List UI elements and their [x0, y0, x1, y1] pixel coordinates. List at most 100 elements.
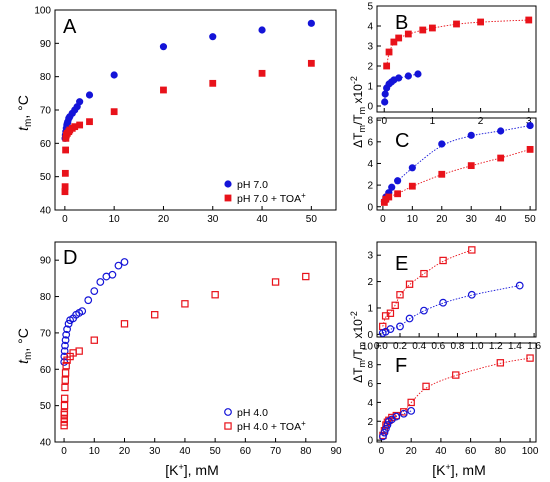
x-tick-label: 0: [61, 446, 67, 457]
data-point: [85, 91, 94, 99]
data-point: [159, 43, 168, 51]
data-point: [496, 359, 505, 367]
x-tick-label: 0: [379, 446, 385, 457]
y-tick-label: 8: [367, 116, 373, 127]
x-tick-label: 20: [436, 214, 448, 225]
y-tick-label: 2: [367, 62, 373, 73]
x-tick-label: 20: [406, 446, 418, 457]
fit-curve: [382, 249, 472, 327]
data-point: [84, 296, 93, 305]
y-tick-label: 70: [40, 328, 52, 339]
data-point: [61, 183, 69, 191]
x-tick-label: 30: [149, 446, 161, 457]
data-point: [63, 325, 71, 334]
legend: pH 7.0pH 7.0 + TOA+: [224, 179, 306, 205]
legend-marker: [224, 408, 232, 416]
x-tick-label: 50: [525, 214, 537, 225]
data-point: [382, 424, 390, 433]
legend: pH 4.0pH 4.0 + TOA+: [224, 407, 306, 433]
data-point: [395, 74, 403, 82]
svg-text:ΔTm/Tm x10-2: ΔTm/Tm x10-2: [349, 76, 367, 148]
x-tick-label: 2: [478, 116, 484, 127]
data-point: [438, 170, 446, 178]
x-tick-label: 10: [407, 214, 419, 225]
x-tick-label: 20: [119, 446, 131, 457]
data-point: [394, 177, 402, 185]
x-tick-label: 10: [109, 214, 121, 225]
fit-curve: [383, 148, 531, 203]
x-tick-label: 60: [465, 446, 477, 457]
x-tick-label: 0: [380, 214, 386, 225]
data-point: [419, 26, 427, 34]
y-tick-label: 3: [367, 251, 373, 262]
panel-f: 0 20 40 60 80 100 0 2 4 6 8 10 F: [362, 341, 539, 457]
y-tick-label: 100: [34, 6, 51, 17]
y-tick-label: 60: [40, 365, 52, 376]
x-tick-label: 0.0: [374, 341, 388, 352]
plot-frame: [54, 9, 337, 211]
y-tick-label: 4: [367, 159, 373, 170]
data-point: [515, 281, 524, 290]
data-point: [114, 261, 123, 270]
x-tick-label: 100: [522, 446, 539, 457]
data-point: [108, 270, 117, 279]
data-point: [453, 20, 460, 28]
plot-frame: [376, 117, 537, 211]
data-point: [78, 307, 87, 315]
data-point: [452, 371, 460, 379]
y-tick-label: 80: [40, 72, 52, 83]
panel-letter: C: [395, 130, 409, 152]
panel-a: 0 10 20 30 40 50 40 50 60 70 80 90 100 ApH 7.0pH 7.0 …: [34, 6, 337, 225]
x-tick-label: 1.2: [489, 341, 503, 352]
data-point: [396, 322, 404, 331]
panel-letter: B: [395, 12, 408, 34]
y-tick-label: 4: [367, 398, 373, 409]
y-tick-label: 5: [367, 2, 373, 13]
data-point: [420, 269, 428, 278]
data-point: [385, 193, 393, 201]
data-point: [307, 19, 315, 27]
data-point: [525, 16, 533, 24]
data-point: [477, 18, 484, 26]
y-tick-label: 4: [367, 22, 373, 33]
y-tick-label: 10: [362, 341, 374, 352]
data-point: [96, 278, 105, 286]
data-point: [439, 256, 447, 265]
y-tick-label: 2: [367, 277, 373, 288]
x-tick-label: 10: [89, 446, 101, 457]
data-point: [90, 287, 99, 295]
fit-curve: [383, 125, 531, 202]
data-point: [60, 347, 69, 355]
data-point: [526, 145, 534, 153]
legend-label: pH 4.0: [237, 407, 268, 419]
plot-frame: [376, 342, 537, 443]
data-point: [497, 154, 505, 162]
panel-e: 0.0 0.2 0.4 0.6 0.8 1.0 1.2 1.4 1.6 0 1 2 3 E: [367, 241, 541, 352]
data-point: [61, 369, 70, 377]
ylabel-left-top: tm, °C: [15, 95, 34, 131]
data-point: [388, 183, 396, 191]
x-tick-label: 80: [495, 446, 507, 457]
x-tick-label: 30: [207, 214, 219, 225]
data-point: [151, 311, 159, 319]
legend-marker: [224, 194, 232, 202]
x-tick-label: 1.4: [508, 341, 522, 352]
data-point: [385, 48, 393, 56]
data-point: [391, 301, 399, 310]
y-tick-label: 40: [40, 438, 52, 449]
data-point: [407, 406, 416, 415]
data-point: [394, 190, 402, 198]
y-tick-label: 0: [367, 102, 373, 113]
y-tick-label: 90: [40, 39, 52, 50]
data-point: [383, 62, 391, 70]
data-point: [420, 306, 428, 315]
x-tick-label: 50: [210, 446, 222, 457]
data-point: [302, 272, 310, 281]
svg-text:tm, °C: tm, °C: [15, 95, 34, 131]
y-tick-label: 0: [367, 330, 373, 341]
x-tick-label: 3: [526, 116, 532, 127]
data-point: [120, 320, 129, 328]
panel-b: 0 1 2 3 0 1 2 3 4 5 B: [367, 2, 537, 127]
data-point: [468, 246, 476, 254]
